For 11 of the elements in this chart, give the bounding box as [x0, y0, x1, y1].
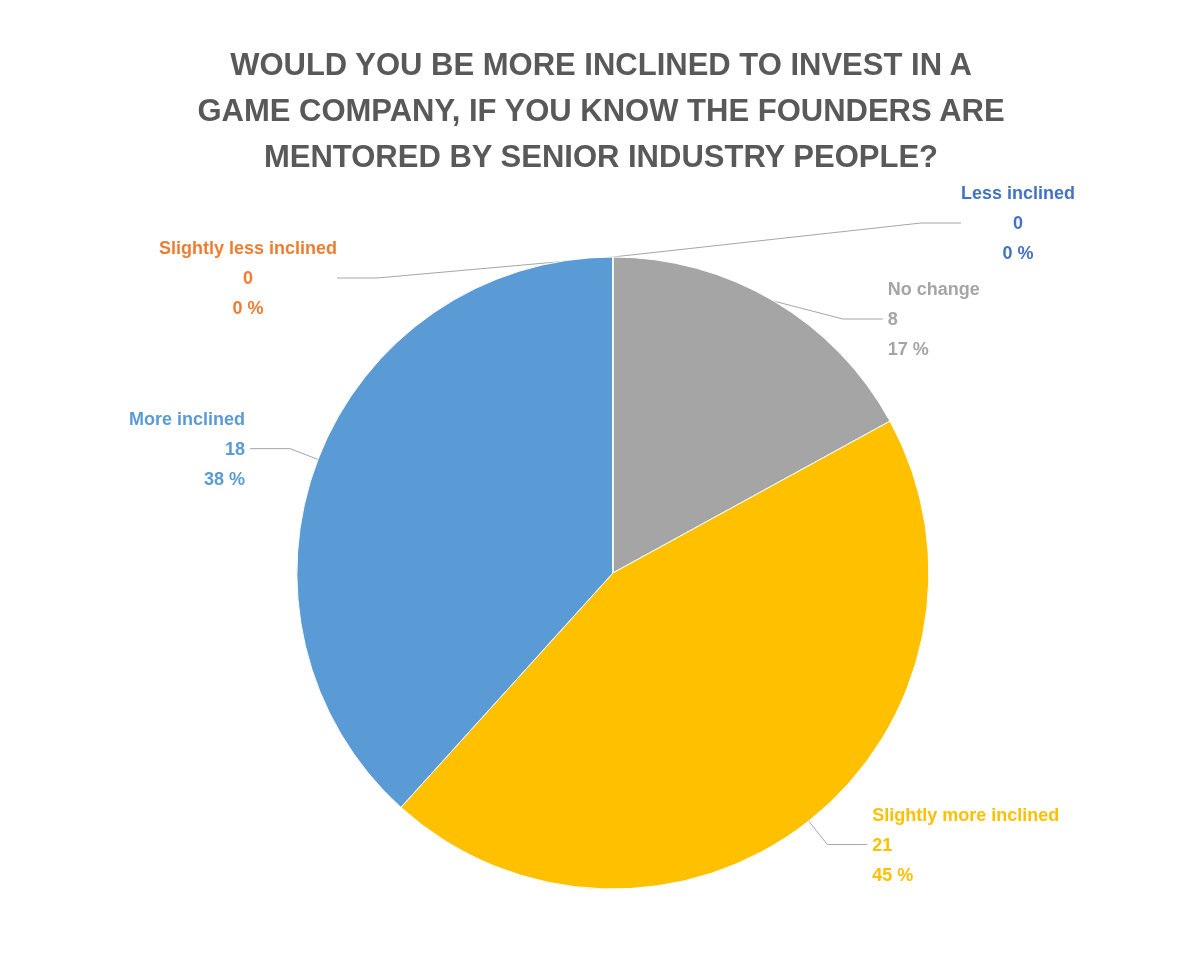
- data-label: 18 38 %: [203, 438, 245, 489]
- data-label: 21 45 %: [872, 834, 914, 885]
- category-label: Slightly less inclined: [158, 238, 338, 258]
- category-label: Less inclined: [960, 183, 1076, 203]
- data-label: 8 17 %: [887, 309, 929, 359]
- chart-title: WOULD YOU BE MORE INCLINED TO INVEST IN A GAME COMPANY, IF YOU KNOW THE FOUNDERS ARE MENTORED BY SENIOR INDUSTRY PEOPLE?: [197, 46, 1005, 174]
- slice-label: Slightly more inclined: [872, 804, 1060, 825]
- slice-label: No change: [887, 279, 980, 299]
- text: 0 0 %: [232, 268, 264, 318]
- text: 0 0 %: [1002, 213, 1034, 263]
- slice-label: More inclined: [128, 408, 245, 429]
